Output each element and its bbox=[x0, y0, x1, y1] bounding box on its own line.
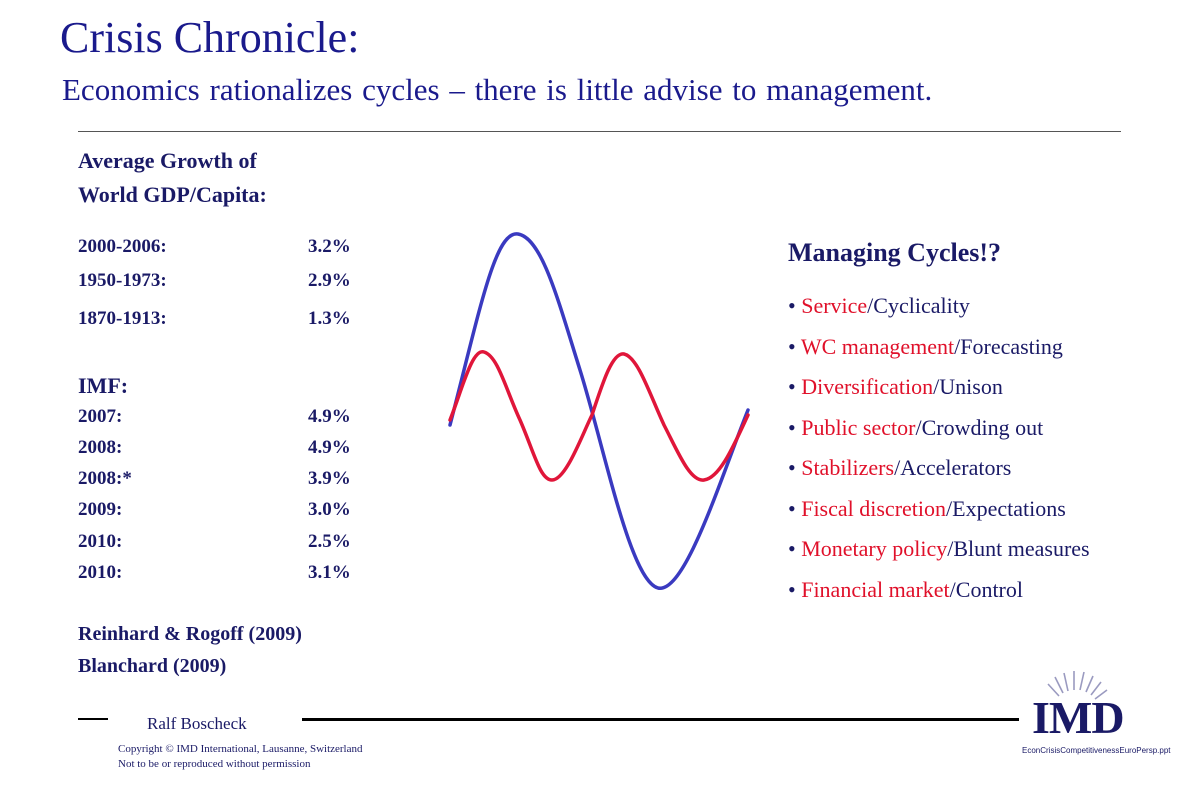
list-item: • Financial market/Control bbox=[788, 576, 1023, 602]
growth-heading-line1: Average Growth of bbox=[78, 148, 257, 173]
list-item: • Monetary policy/Blunt measures bbox=[788, 536, 1090, 561]
slide-subtitle: Economics rationalizes cycles – there is… bbox=[62, 72, 933, 107]
imf-row: 2010: 3.1% bbox=[78, 562, 351, 584]
imf-row: 2008: 4.9% bbox=[78, 437, 351, 459]
imf-value: 4.9% bbox=[308, 437, 351, 458]
growth-period: 2000-2006: bbox=[78, 236, 167, 257]
list-item: • Public sector/Crowding out bbox=[788, 414, 1044, 440]
imf-heading: IMF: bbox=[78, 373, 129, 398]
red-cycle-wave bbox=[448, 350, 750, 482]
growth-period: 1870-1913: bbox=[78, 308, 167, 329]
imf-period: 2007: bbox=[78, 406, 123, 427]
imf-value: 4.9% bbox=[308, 406, 351, 427]
list-item: • WC management/Forecasting bbox=[788, 333, 1063, 359]
imf-period: 2010: bbox=[78, 531, 123, 552]
footer-rule-short bbox=[78, 718, 108, 720]
list-item: • Fiscal discretion/Expectations bbox=[788, 495, 1066, 521]
managing-cycles-title: Managing Cycles!? bbox=[788, 238, 1002, 267]
growth-row: 2000-2006: 3.2% bbox=[78, 236, 351, 258]
growth-row: 1870-1913: 1.3% bbox=[78, 308, 351, 330]
imf-period: 2008: bbox=[78, 437, 123, 458]
growth-value: 1.3% bbox=[308, 308, 351, 329]
copyright-line: Not to be or reproduced without permissi… bbox=[118, 758, 311, 770]
imd-logo: IMD bbox=[1032, 671, 1125, 743]
list-item: • Diversification/Unison bbox=[788, 374, 1003, 399]
imf-row: 2007: 4.9% bbox=[78, 406, 351, 428]
list-item: • Service/Cyclicality bbox=[788, 293, 970, 318]
reference-item: Reinhard & Rogoff (2009) bbox=[78, 623, 302, 645]
author-name: Ralf Boscheck bbox=[147, 714, 247, 733]
growth-period: 1950-1973: bbox=[78, 270, 167, 291]
imd-logo-text: IMD bbox=[1032, 692, 1124, 743]
imf-row: 2008:* 3.9% bbox=[78, 468, 351, 490]
imf-row: 2009: 3.0% bbox=[78, 499, 351, 521]
copyright-line: Copyright © IMD International, Lausanne,… bbox=[118, 743, 363, 755]
file-name: EconCrisisCompetitivenessEuroPersp.ppt bbox=[1022, 746, 1171, 755]
cycle-waves-illustration bbox=[448, 232, 750, 590]
list-item: • Stabilizers/Accelerators bbox=[788, 455, 1012, 480]
growth-value: 3.2% bbox=[308, 236, 351, 257]
imf-period: 2009: bbox=[78, 499, 123, 520]
imf-period: 2010: bbox=[78, 562, 123, 583]
title-divider bbox=[78, 131, 1121, 132]
footer-rule-long bbox=[302, 718, 1019, 721]
growth-value: 2.9% bbox=[308, 270, 351, 291]
growth-heading-line2: World GDP/Capita: bbox=[78, 182, 267, 207]
managing-cycles-list: • Service/Cyclicality • WC management/Fo… bbox=[788, 286, 1090, 610]
imf-row: 2010: 2.5% bbox=[78, 531, 351, 553]
copyright-notice: Copyright © IMD International, Lausanne,… bbox=[118, 742, 363, 772]
imf-period: 2008:* bbox=[78, 468, 132, 489]
imf-value: 3.9% bbox=[308, 468, 351, 489]
imf-value: 3.1% bbox=[308, 562, 351, 583]
slide-title: Crisis Chronicle: bbox=[60, 13, 360, 62]
blue-cycle-wave bbox=[448, 232, 750, 590]
imf-value: 3.0% bbox=[308, 499, 351, 520]
imf-value: 2.5% bbox=[308, 531, 351, 552]
growth-row: 1950-1973: 2.9% bbox=[78, 270, 351, 292]
reference-item: Blanchard (2009) bbox=[78, 655, 227, 677]
